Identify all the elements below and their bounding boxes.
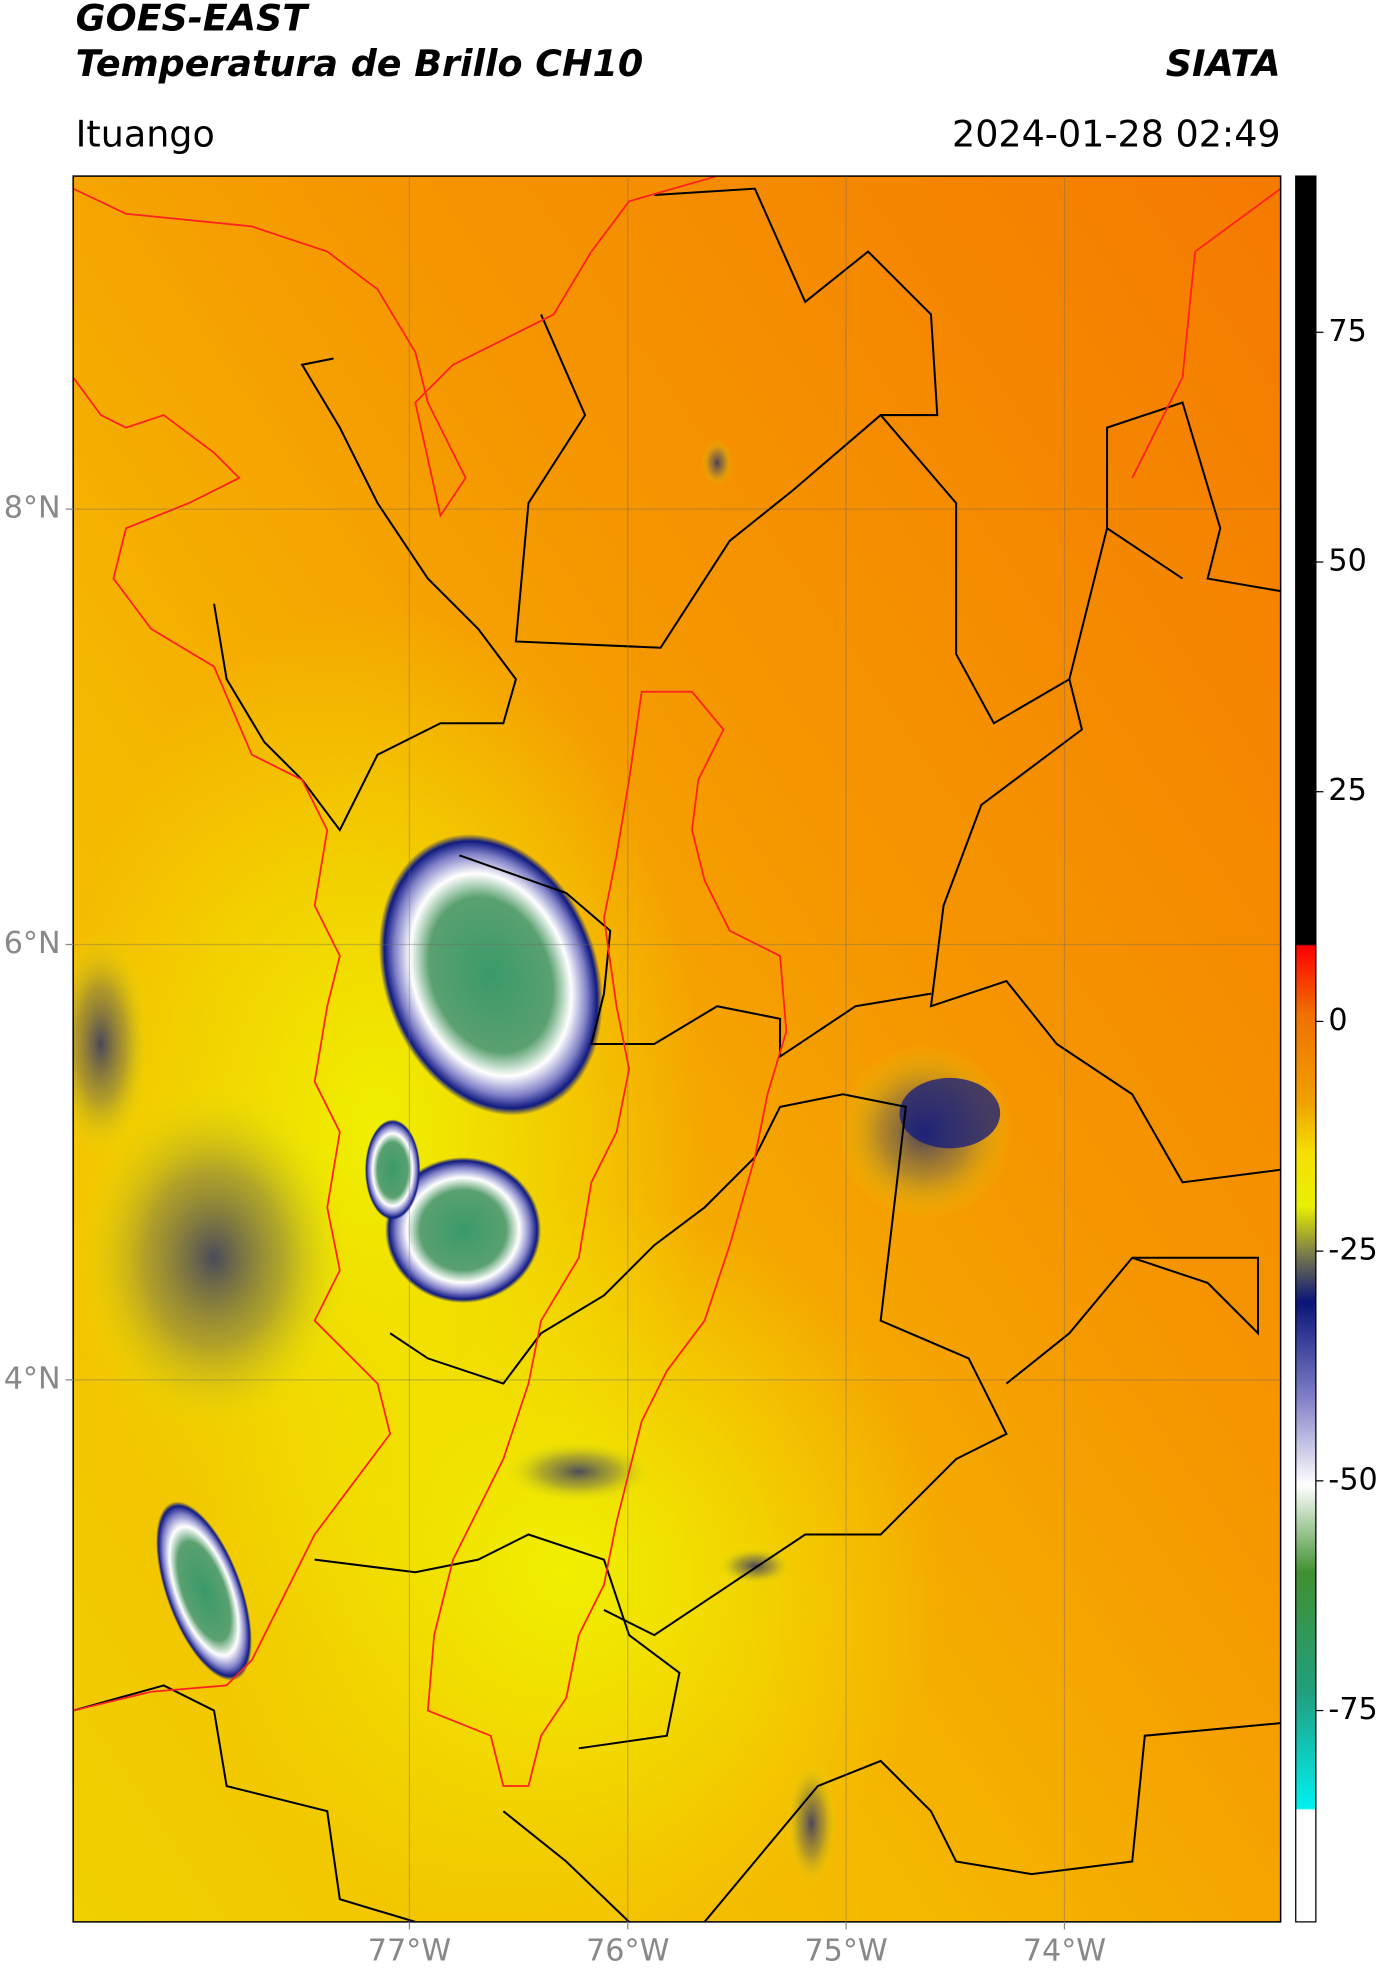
lat-tick-label: 8°N <box>4 491 61 526</box>
colorbar <box>1295 175 1317 1923</box>
title: GOES-EAST <box>76 0 311 40</box>
map-frame <box>72 175 1282 1923</box>
lat-tick-label: 4°N <box>4 1361 61 1396</box>
colorbar-tick-label: 0 <box>1328 1003 1347 1038</box>
brand: SIATA <box>1166 42 1281 85</box>
colorbar-tick-label: 50 <box>1328 544 1366 579</box>
lon-tick-label: 77°W <box>368 1934 451 1969</box>
colorbar-tick-label: -25 <box>1328 1233 1377 1268</box>
colorbar-tick-label: 25 <box>1328 773 1366 808</box>
lon-tick-label: 76°W <box>586 1934 669 1969</box>
colorbar-tick-label: 75 <box>1328 314 1366 349</box>
location: Ituango <box>76 112 215 155</box>
datetime: 2024-01-28 02:49 <box>952 112 1281 155</box>
colorbar-tick-label: -50 <box>1328 1462 1377 1497</box>
lat-tick-label: 6°N <box>4 926 61 961</box>
lon-tick-label: 74°W <box>1023 1934 1106 1969</box>
colorbar-tick-label: -75 <box>1328 1692 1377 1727</box>
map-image <box>73 176 1281 1922</box>
lon-tick-label: 75°W <box>804 1934 887 1969</box>
subtitle: Temperatura de Brillo CH10 <box>76 42 644 85</box>
